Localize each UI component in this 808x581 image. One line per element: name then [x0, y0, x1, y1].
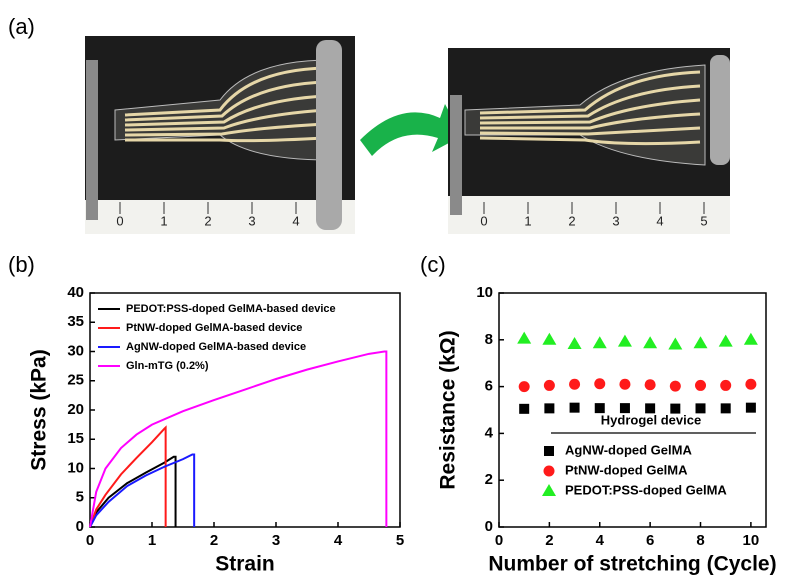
- point: [644, 379, 656, 391]
- point: [543, 379, 555, 391]
- legend-label: PEDOT:PSS-doped GelMA-based device: [126, 303, 336, 315]
- y-tick-label: 2: [485, 471, 493, 488]
- point: [518, 381, 530, 393]
- point: [720, 379, 732, 391]
- point: [544, 403, 555, 414]
- ruler-label: 1: [160, 213, 167, 228]
- point: [569, 402, 580, 413]
- y-tick-label: 5: [76, 489, 84, 506]
- legend-swatch: [543, 465, 555, 477]
- x-tick-label: 6: [646, 532, 654, 549]
- ruler-label: 5: [700, 213, 707, 228]
- point: [669, 380, 681, 392]
- point: [695, 403, 706, 414]
- ruler-label: 1: [524, 213, 531, 228]
- legend-label: AgNW-doped GelMA-based device: [126, 341, 306, 353]
- ruler-label: 2: [204, 213, 211, 228]
- y-tick-label: 10: [476, 284, 493, 301]
- point: [745, 402, 756, 413]
- y-tick-label: 4: [485, 424, 494, 441]
- y-tick-label: 15: [67, 430, 84, 447]
- y-tick-label: 10: [67, 459, 84, 476]
- photo: 0 1 2 3 4: [85, 36, 355, 234]
- x-tick-label: 5: [396, 532, 404, 549]
- y-tick-label: 35: [67, 313, 84, 330]
- legend-label: PEDOT:PSS-doped GelMA: [565, 482, 727, 497]
- series-line: [89, 425, 167, 528]
- x-axis-label: Strain: [215, 553, 275, 576]
- panel-label: (b): [8, 252, 35, 277]
- photo: 0 1 2 3 4 5: [448, 48, 730, 234]
- panel-label: (c): [420, 252, 446, 277]
- ruler-label: 2: [568, 213, 575, 228]
- point: [743, 332, 758, 345]
- x-tick-label: 1: [148, 532, 156, 549]
- x-tick-label: 4: [596, 532, 605, 549]
- ruler-label: 4: [656, 213, 663, 228]
- plot-frame: [498, 292, 767, 528]
- y-tick-label: 20: [67, 401, 84, 418]
- point: [594, 378, 606, 390]
- point: [519, 403, 530, 414]
- point: [592, 336, 607, 349]
- ruler-label: 4: [292, 213, 299, 228]
- point: [517, 331, 532, 344]
- point: [643, 336, 658, 349]
- legend-swatch: [544, 446, 554, 456]
- y-axis-label: Resistance (kΩ): [437, 330, 460, 489]
- point: [542, 332, 557, 345]
- x-axis-label: Number of stretching (Cycle): [488, 553, 776, 576]
- point: [693, 336, 708, 349]
- point: [670, 403, 681, 414]
- ruler-label: 0: [116, 213, 123, 228]
- legend-swatch: [542, 484, 556, 496]
- ruler-label: 3: [248, 213, 255, 228]
- x-tick-label: 10: [743, 532, 760, 549]
- x-tick-label: 2: [210, 532, 218, 549]
- y-tick-label: 40: [67, 284, 84, 301]
- legend-label: Gln-mTG (0.2%): [126, 360, 209, 372]
- point: [617, 334, 632, 347]
- x-tick-label: 3: [272, 532, 280, 549]
- ruler-label: 0: [480, 213, 487, 228]
- series-line: [89, 350, 388, 528]
- panel-label: (a): [8, 14, 35, 39]
- y-tick-label: 30: [67, 342, 84, 359]
- series-line: [89, 453, 196, 528]
- point: [645, 403, 656, 414]
- point: [594, 403, 605, 414]
- point: [695, 379, 707, 391]
- x-tick-label: 4: [334, 532, 343, 549]
- point: [569, 378, 581, 390]
- point: [745, 378, 757, 390]
- point: [668, 337, 683, 350]
- point: [619, 378, 631, 390]
- x-tick-label: 8: [696, 532, 704, 549]
- x-tick-label: 0: [86, 532, 94, 549]
- arrow: [360, 104, 462, 156]
- point: [718, 334, 733, 347]
- point: [567, 337, 582, 350]
- y-axis-label: Stress (kPa): [28, 349, 51, 470]
- series-line: [89, 455, 177, 528]
- y-tick-label: 0: [485, 518, 493, 535]
- y-tick-label: 8: [485, 331, 493, 348]
- x-tick-label: 2: [545, 532, 553, 549]
- legend-label: PtNW-doped GelMA: [565, 462, 688, 477]
- x-tick-label: 0: [495, 532, 503, 549]
- legend-label: AgNW-doped GelMA: [565, 442, 692, 457]
- y-tick-label: 6: [485, 378, 493, 395]
- y-tick-label: 0: [76, 518, 84, 535]
- legend-label: PtNW-doped GelMA-based device: [126, 322, 302, 334]
- point: [619, 403, 630, 414]
- point: [720, 403, 731, 414]
- legend-title: Hydrogel device: [601, 412, 701, 427]
- y-tick-label: 25: [67, 372, 84, 389]
- ruler-label: 3: [612, 213, 619, 228]
